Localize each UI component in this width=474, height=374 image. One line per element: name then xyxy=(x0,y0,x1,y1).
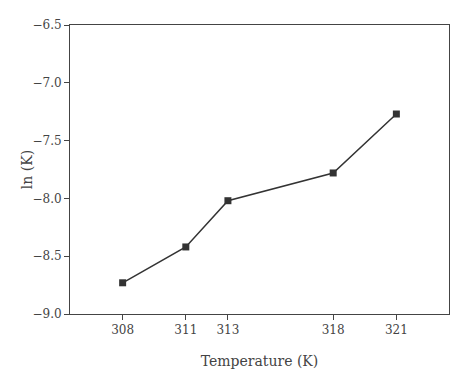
svg-text:Temperature (K): Temperature (K) xyxy=(201,353,319,369)
svg-text:311: 311 xyxy=(174,323,197,337)
svg-text:−7.5: −7.5 xyxy=(32,134,61,148)
svg-text:313: 313 xyxy=(216,323,239,337)
svg-text:318: 318 xyxy=(322,323,345,337)
svg-text:ln (K): ln (K) xyxy=(19,150,35,189)
svg-text:−7.0: −7.0 xyxy=(32,76,61,90)
svg-text:−8.5: −8.5 xyxy=(32,249,61,263)
svg-text:−9.0: −9.0 xyxy=(32,307,61,321)
svg-text:308: 308 xyxy=(111,323,134,337)
svg-text:321: 321 xyxy=(385,323,408,337)
svg-text:−6.5: −6.5 xyxy=(32,18,61,32)
svg-text:−8.0: −8.0 xyxy=(32,192,61,206)
